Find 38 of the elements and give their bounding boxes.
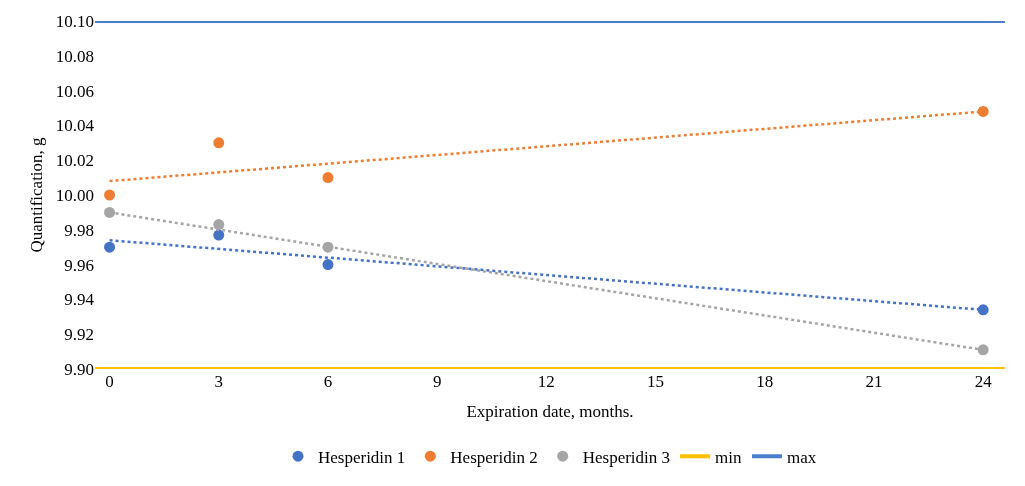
- x-tick-label: 6: [323, 372, 333, 391]
- point: [977, 304, 989, 316]
- y-tick-label: 9.90: [64, 359, 94, 379]
- y-tick-label: 10.02: [55, 151, 94, 171]
- y-tick-label: 9.92: [64, 325, 94, 345]
- y-tick-label: 10.04: [55, 116, 95, 136]
- point: [213, 229, 225, 241]
- point: [322, 259, 334, 271]
- point: [104, 241, 116, 253]
- point: [213, 219, 225, 231]
- y-tick-label: 10.06: [55, 81, 94, 101]
- y-tick-label: 10.08: [55, 46, 94, 66]
- x-tick-label: 9: [432, 372, 442, 391]
- y-tick-label: 10.10: [55, 11, 94, 31]
- legend-label: Hesperidin 2: [450, 447, 538, 467]
- y-tick-label: 10.00: [55, 185, 94, 205]
- x-tick-label: 12: [537, 372, 555, 391]
- point: [977, 105, 989, 117]
- x-tick-label: 24: [974, 372, 993, 391]
- x-tick-label: 21: [865, 372, 883, 391]
- legend-label: min: [715, 447, 742, 467]
- x-tick-label: 15: [647, 372, 665, 391]
- point: [104, 206, 116, 218]
- x-tick-label: 18: [756, 372, 774, 391]
- x-axis-title: Expiration date, months.: [466, 402, 634, 422]
- point: [977, 344, 989, 356]
- x-tick-label: 0: [105, 372, 114, 391]
- legend-label: Hesperidin 1: [318, 447, 406, 467]
- y-tick-label: 9.98: [64, 220, 94, 240]
- y-tick-label: 9.96: [64, 255, 94, 275]
- legend-label: Hesperidin 3: [582, 447, 671, 467]
- y-axis-title: Quantification, g: [27, 136, 47, 253]
- x-tick-label: 3: [214, 372, 224, 391]
- y-tick-label: 9.94: [64, 290, 95, 310]
- point: [213, 137, 225, 149]
- legend-label: max: [786, 447, 817, 467]
- point: [104, 189, 116, 201]
- point: [322, 172, 334, 184]
